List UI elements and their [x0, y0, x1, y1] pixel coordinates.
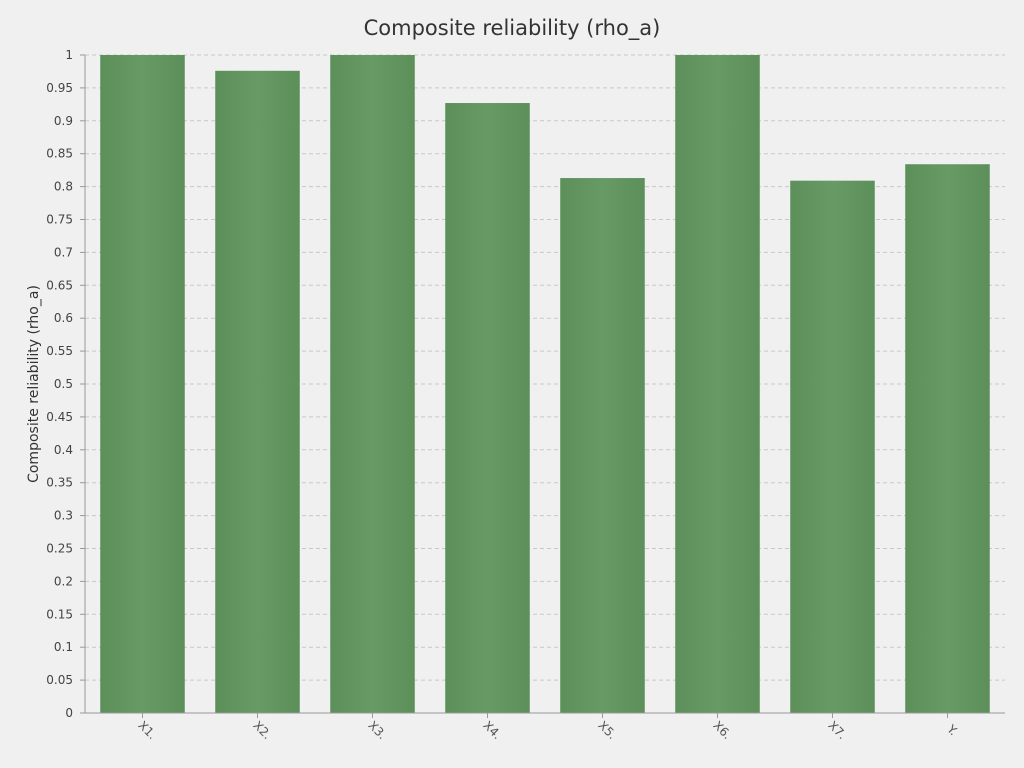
x-tick-label: X1.	[135, 718, 159, 742]
y-tick-label: 0.45	[46, 410, 73, 424]
y-tick-label: 0.7	[54, 245, 73, 259]
x-tick-label: X5.	[595, 718, 619, 742]
bar-x1	[100, 55, 185, 713]
y-tick-label: 0.5	[54, 377, 73, 391]
y-tick-label: 0.3	[54, 509, 73, 523]
y-tick-label: 0.1	[54, 640, 73, 654]
y-tick-label: 1	[65, 48, 73, 62]
bar-x6	[675, 55, 760, 713]
y-tick-label: 0.85	[46, 147, 73, 161]
bar-x4	[445, 103, 530, 713]
y-tick-label: 0.35	[46, 476, 73, 490]
y-tick-label: 0.2	[54, 574, 73, 588]
bars	[100, 55, 990, 714]
x-tick-label: X6.	[710, 718, 734, 742]
y-tick-label: 0.95	[46, 81, 73, 95]
y-tick-label: 0.65	[46, 278, 73, 292]
y-tick-label: 0.75	[46, 213, 73, 227]
x-tick-label: X4.	[480, 718, 504, 742]
y-tick-label: 0.15	[46, 607, 73, 621]
bar-x2	[215, 70, 300, 714]
y-tick-label: 0.55	[46, 344, 73, 358]
y-axis-label: Composite reliability (rho_a)	[26, 285, 42, 483]
y-tick-label: 0.6	[54, 311, 73, 325]
y-tick-label: 0.9	[54, 114, 73, 128]
y-tick-label: 0.25	[46, 542, 73, 556]
y-tick-label: 0.8	[54, 180, 73, 194]
bar-x5	[560, 178, 645, 713]
x-tick-labels: X1. X2. X3. X4. X5. X6. X7. Y.	[135, 713, 960, 742]
chart-title: Composite reliability (rho_a)	[364, 16, 661, 41]
bar-x3	[330, 55, 415, 713]
y-tick-label: 0	[65, 706, 73, 720]
y-tick-label: 0.4	[54, 443, 73, 457]
bar-y	[905, 164, 990, 713]
x-tick-label: X2.	[250, 718, 274, 742]
x-tick-label: Y.	[944, 721, 961, 738]
y-tick-label: 0.05	[46, 673, 73, 687]
x-tick-label: X3.	[365, 718, 389, 742]
bar-x7	[790, 180, 875, 714]
y-tick-labels: 0 0.05 0.1 0.15 0.2 0.25 0.3 0.35 0.4 0.45 0.5 0.55…	[46, 48, 85, 720]
x-tick-label: X7.	[825, 718, 849, 742]
